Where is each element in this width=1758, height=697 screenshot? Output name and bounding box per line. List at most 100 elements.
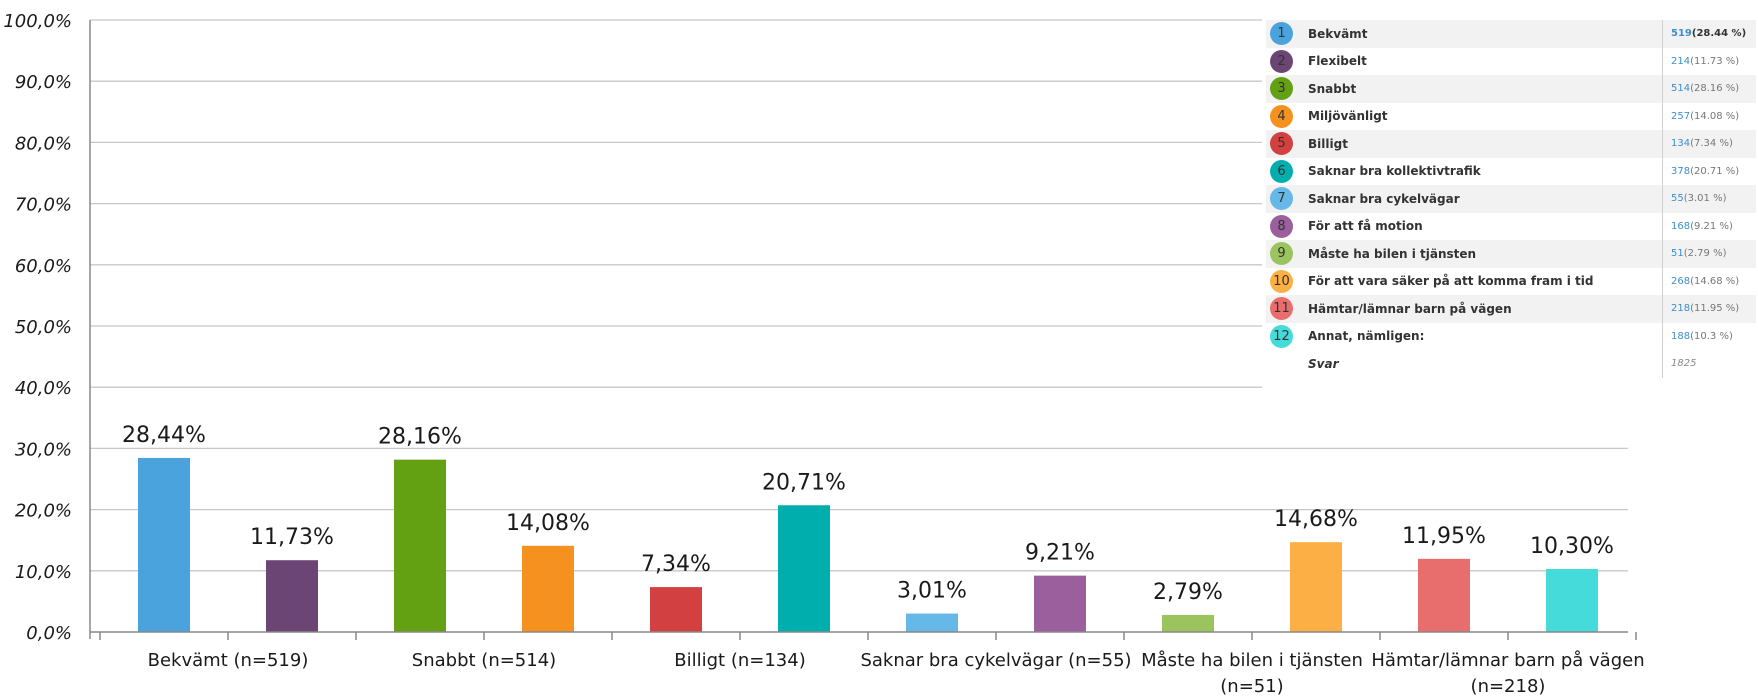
data-label: 14,68% xyxy=(1274,507,1358,532)
y-tick-label: 100,0% xyxy=(3,11,72,32)
legend-percent-value: (14.08 %) xyxy=(1690,110,1740,122)
legend-row: 8 För att få motion 168 (9.21 %) xyxy=(1266,212,1756,240)
legend-count-value: 378 xyxy=(1671,165,1691,177)
legend-count: 514 (28.16 %) xyxy=(1662,75,1739,103)
x-tick-label: Snabbt (n=514) xyxy=(412,650,556,671)
legend-row: 12 Annat, nämligen: 188 (10.3 %) xyxy=(1266,322,1756,350)
legend-number-badge: 12 xyxy=(1270,324,1293,348)
legend-label: Saknar bra cykelvägar xyxy=(1308,191,1460,206)
bars xyxy=(138,457,1598,632)
data-label: 2,79% xyxy=(1153,580,1223,605)
y-tick-label: 80,0% xyxy=(15,133,72,154)
legend-percent-value: (14.68 %) xyxy=(1690,275,1740,287)
legend-total-row: Svar 1825 xyxy=(1266,350,1756,378)
bar xyxy=(1162,614,1214,632)
data-label: 11,73% xyxy=(250,525,334,550)
axes xyxy=(89,20,1637,640)
legend-row: 3 Snabbt 514 (28.16 %) xyxy=(1266,75,1756,103)
legend-row: 6 Saknar bra kollektivtrafik 378 (20.71 %) xyxy=(1266,157,1756,185)
y-tick-label: 40,0% xyxy=(15,378,72,399)
legend-row: 9 Måste ha bilen i tjänsten 51 (2.79 %) xyxy=(1266,240,1756,268)
y-tick-label: 50,0% xyxy=(15,317,72,338)
legend-count: 218 (11.95 %) xyxy=(1662,295,1739,323)
legend-label: Flexibelt xyxy=(1308,54,1367,69)
legend-number-badge: 5 xyxy=(1270,132,1293,155)
legend-count-value: 268 xyxy=(1671,275,1691,287)
legend-percent-value: (2.79 %) xyxy=(1683,248,1727,260)
bar xyxy=(394,459,446,632)
y-tick-label: 10,0% xyxy=(15,562,72,583)
legend-count: 134 (7.34 %) xyxy=(1662,130,1733,158)
legend-number-badge: 2 xyxy=(1270,49,1293,73)
y-tick-label: 60,0% xyxy=(15,256,72,277)
legend-percent-value: (10.3 %) xyxy=(1690,330,1733,342)
legend-row: 4 Miljövänligt 257 (14.08 %) xyxy=(1266,102,1756,130)
legend-count-value: 134 xyxy=(1671,138,1691,150)
legend-label: Billigt xyxy=(1308,136,1348,151)
bar xyxy=(778,505,830,632)
data-label: 14,08% xyxy=(506,511,590,536)
legend-row: 2 Flexibelt 214 (11.73 %) xyxy=(1266,47,1756,75)
legend-count: 188 (10.3 %) xyxy=(1662,322,1733,350)
bar xyxy=(1290,542,1342,632)
data-label: 28,44% xyxy=(122,423,206,448)
data-label: 7,34% xyxy=(641,552,711,577)
legend-percent-value: (11.73 %) xyxy=(1690,55,1740,67)
x-tick-label: Saknar bra cykelvägar (n=55) xyxy=(860,650,1131,671)
x-tick-label: (n=51) xyxy=(1220,676,1283,697)
legend-label: För att få motion xyxy=(1308,219,1423,234)
data-label: 20,71% xyxy=(762,470,846,495)
legend-label: För att vara säker på att komma fram i t… xyxy=(1308,274,1594,289)
data-label: 11,95% xyxy=(1402,524,1486,549)
legend-label: Måste ha bilen i tjänsten xyxy=(1308,246,1477,261)
legend-total-label: Svar xyxy=(1308,356,1339,371)
legend-count-value: 519 xyxy=(1671,28,1692,40)
legend-label: Miljövänligt xyxy=(1308,109,1388,124)
x-tick-label: Billigt (n=134) xyxy=(674,650,805,671)
legend-percent-value: (9.21 %) xyxy=(1690,220,1733,232)
legend-number-badge: 6 xyxy=(1270,159,1293,183)
legend-count: 168 (9.21 %) xyxy=(1662,212,1733,240)
legend-count: 55 (3.01 %) xyxy=(1662,185,1726,213)
legend-percent-value: (3.01 %) xyxy=(1683,193,1727,205)
gridlines xyxy=(90,19,1628,572)
bar xyxy=(1546,568,1598,632)
x-tick-label: (n=218) xyxy=(1471,676,1546,697)
legend-count: 257 (14.08 %) xyxy=(1662,102,1740,130)
legend-label: Hämtar/lämnar barn på vägen xyxy=(1308,301,1512,316)
y-tick-label: 30,0% xyxy=(15,439,72,460)
legend-count-value: 188 xyxy=(1671,330,1691,342)
y-tick-label: 0,0% xyxy=(26,623,72,644)
legend-count-value: 257 xyxy=(1671,110,1691,122)
legend-count-value: 168 xyxy=(1671,220,1691,232)
legend-label: Snabbt xyxy=(1308,81,1357,96)
y-tick-label: 90,0% xyxy=(15,72,72,93)
legend-total-value: 1825 xyxy=(1662,350,1696,378)
data-labels: 28,44% 11,73% 28,16% 14,08% 7,34% 20,71% 3,01%… xyxy=(122,423,1614,605)
legend-number-badge: 9 xyxy=(1270,242,1293,265)
y-tick-label: 20,0% xyxy=(15,501,72,522)
bar xyxy=(1418,558,1470,632)
data-label: 9,21% xyxy=(1025,541,1095,566)
bar xyxy=(522,545,574,632)
y-axis-tick-labels: 0,0% 10,0% 20,0% 30,0% 40,0% 50,0% 60,0% 70,0% 8… xyxy=(3,11,72,644)
legend-row: 5 Billigt 134 (7.34 %) xyxy=(1266,130,1756,158)
legend-label: Annat, nämligen: xyxy=(1308,329,1425,344)
legend-row: 7 Saknar bra cykelvägar 55 (3.01 %) xyxy=(1266,185,1756,213)
bar xyxy=(138,457,190,632)
x-tick-label: Bekvämt (n=519) xyxy=(148,650,309,671)
legend-label: Bekvämt xyxy=(1308,26,1368,41)
x-tick-label: Hämtar/lämnar barn på vägen xyxy=(1371,650,1644,671)
legend-number-badge: 10 xyxy=(1270,269,1293,293)
x-axis-tick-labels: Bekvämt (n=519) Snabbt (n=514) Billigt (n=… xyxy=(148,650,1645,697)
legend-table: 1 Bekvämt 519 (28.44 %) 2 Flexibelt 214 (11.7… xyxy=(1266,20,1756,378)
legend-count-value: 514 xyxy=(1671,83,1691,95)
bar xyxy=(906,613,958,632)
legend-count: 51 (2.79 %) xyxy=(1662,240,1726,268)
legend-count: 268 (14.68 %) xyxy=(1662,267,1740,295)
bar xyxy=(266,560,318,632)
legend-number-badge: 11 xyxy=(1270,297,1293,320)
data-label: 28,16% xyxy=(378,425,462,450)
y-tick-label: 70,0% xyxy=(15,195,72,216)
